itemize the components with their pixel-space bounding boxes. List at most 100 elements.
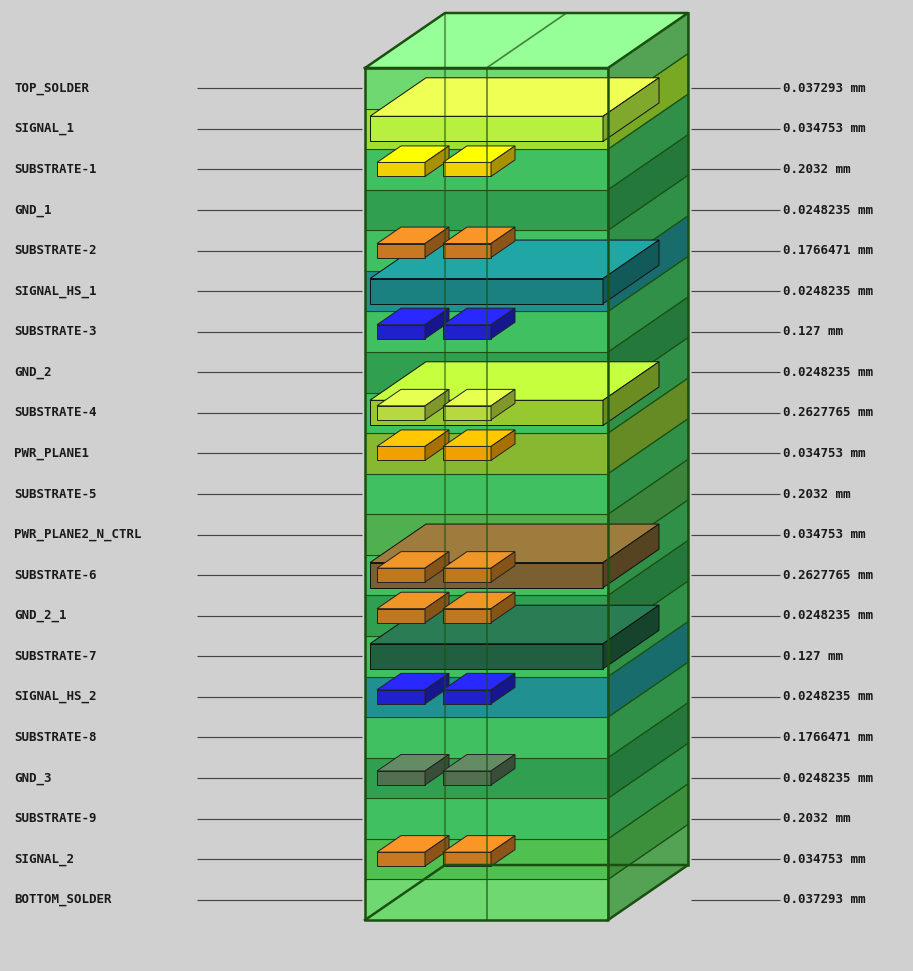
Polygon shape (425, 592, 449, 622)
Polygon shape (425, 308, 449, 339)
Polygon shape (365, 135, 688, 189)
Text: GND_2_1: GND_2_1 (14, 609, 67, 622)
Polygon shape (370, 240, 659, 279)
Polygon shape (365, 541, 688, 595)
Polygon shape (608, 419, 688, 515)
Polygon shape (608, 743, 688, 839)
Polygon shape (491, 430, 515, 460)
Text: SUBSTRATE-5: SUBSTRATE-5 (14, 487, 97, 500)
Text: SIGNAL_2: SIGNAL_2 (14, 853, 74, 865)
Polygon shape (443, 308, 515, 324)
Polygon shape (608, 53, 688, 150)
Polygon shape (377, 389, 449, 406)
Polygon shape (365, 839, 608, 880)
Text: SUBSTRATE-6: SUBSTRATE-6 (14, 569, 97, 582)
Polygon shape (365, 515, 608, 554)
Polygon shape (443, 771, 491, 785)
Polygon shape (425, 227, 449, 257)
Polygon shape (377, 244, 425, 257)
Polygon shape (365, 53, 688, 109)
Polygon shape (365, 256, 688, 312)
Polygon shape (365, 352, 608, 392)
Polygon shape (377, 324, 425, 339)
Polygon shape (443, 447, 491, 460)
Polygon shape (365, 554, 608, 595)
Polygon shape (443, 389, 515, 406)
Polygon shape (377, 853, 425, 866)
Polygon shape (425, 754, 449, 785)
Polygon shape (425, 146, 449, 177)
Polygon shape (608, 135, 688, 230)
Polygon shape (608, 662, 688, 757)
Polygon shape (377, 592, 449, 609)
Polygon shape (365, 500, 688, 554)
Polygon shape (443, 609, 491, 622)
Text: PWR_PLANE2_N_CTRL: PWR_PLANE2_N_CTRL (14, 528, 142, 541)
Polygon shape (608, 297, 688, 392)
Polygon shape (377, 836, 449, 853)
Text: 0.0248235 mm: 0.0248235 mm (783, 204, 873, 217)
Polygon shape (377, 771, 425, 785)
Polygon shape (377, 552, 449, 568)
Text: 0.037293 mm: 0.037293 mm (783, 82, 866, 95)
Polygon shape (608, 541, 688, 636)
Polygon shape (365, 798, 608, 839)
Text: SIGNAL_1: SIGNAL_1 (14, 122, 74, 135)
Polygon shape (370, 562, 603, 587)
Polygon shape (608, 378, 688, 474)
Polygon shape (443, 673, 515, 689)
Polygon shape (603, 240, 659, 304)
Polygon shape (608, 500, 688, 595)
Polygon shape (365, 459, 688, 515)
Polygon shape (443, 324, 491, 339)
Polygon shape (608, 703, 688, 798)
Text: BOTTOM_SOLDER: BOTTOM_SOLDER (14, 893, 111, 906)
Polygon shape (608, 581, 688, 677)
Text: 0.0248235 mm: 0.0248235 mm (783, 609, 873, 622)
Polygon shape (365, 636, 608, 677)
Polygon shape (377, 609, 425, 622)
Polygon shape (377, 673, 449, 689)
Polygon shape (608, 621, 688, 718)
Text: SUBSTRATE-4: SUBSTRATE-4 (14, 406, 97, 419)
Text: 0.2627765 mm: 0.2627765 mm (783, 406, 873, 419)
Polygon shape (377, 308, 449, 324)
Polygon shape (608, 13, 688, 109)
Polygon shape (603, 524, 659, 587)
Polygon shape (443, 689, 491, 704)
Polygon shape (443, 227, 515, 244)
Text: 0.0248235 mm: 0.0248235 mm (783, 366, 873, 379)
Polygon shape (365, 312, 608, 352)
Polygon shape (365, 176, 688, 230)
Polygon shape (365, 880, 608, 920)
Polygon shape (608, 94, 688, 189)
Text: SIGNAL_HS_1: SIGNAL_HS_1 (14, 285, 97, 298)
Polygon shape (425, 430, 449, 460)
Text: 0.034753 mm: 0.034753 mm (783, 528, 866, 541)
Polygon shape (365, 271, 608, 312)
Polygon shape (491, 227, 515, 257)
Text: 0.1766471 mm: 0.1766471 mm (783, 731, 873, 744)
Polygon shape (365, 662, 688, 718)
Polygon shape (443, 162, 491, 177)
Polygon shape (370, 362, 659, 400)
Polygon shape (377, 227, 449, 244)
Polygon shape (377, 447, 425, 460)
Text: 0.2032 mm: 0.2032 mm (783, 812, 851, 825)
Polygon shape (377, 406, 425, 419)
Polygon shape (425, 673, 449, 704)
Text: 0.034753 mm: 0.034753 mm (783, 853, 866, 865)
Text: PWR_PLANE1: PWR_PLANE1 (14, 447, 89, 460)
Polygon shape (365, 757, 608, 798)
Polygon shape (443, 592, 515, 609)
Text: 0.0248235 mm: 0.0248235 mm (783, 690, 873, 703)
Polygon shape (365, 677, 608, 718)
Polygon shape (365, 338, 688, 392)
Text: 0.1766471 mm: 0.1766471 mm (783, 244, 873, 257)
Text: 0.2032 mm: 0.2032 mm (783, 163, 851, 176)
Polygon shape (365, 621, 688, 677)
Polygon shape (491, 308, 515, 339)
Text: SUBSTRATE-1: SUBSTRATE-1 (14, 163, 97, 176)
Polygon shape (365, 718, 608, 757)
Polygon shape (370, 78, 659, 117)
